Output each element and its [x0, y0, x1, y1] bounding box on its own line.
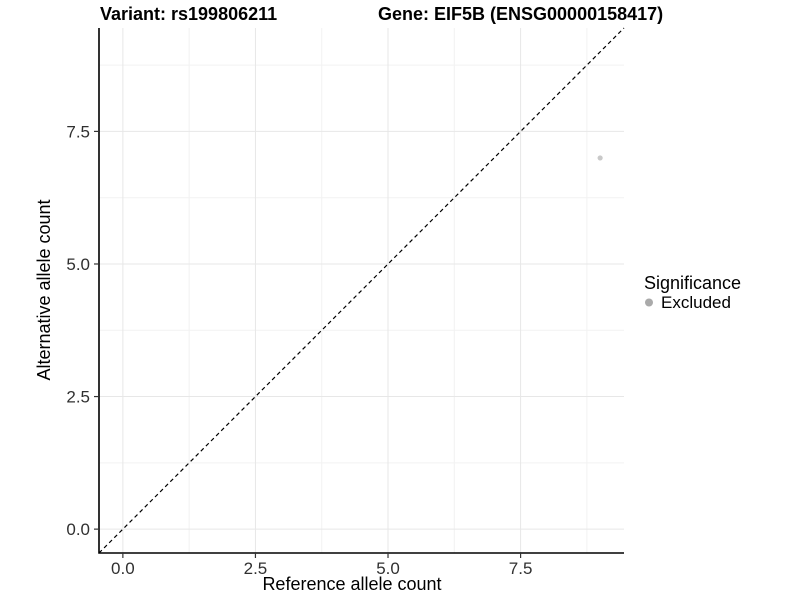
- tick-labels-layer: 0.0 2.5 5.0 7.5 0.0 2.5 5.0 7.5: [66, 122, 532, 578]
- x-tick-label: 5.0: [376, 559, 400, 578]
- identity-reference-line: [98, 27, 625, 554]
- legend-key-dot-icon: [645, 298, 653, 307]
- legend-title: Significance: [644, 273, 741, 293]
- data-point: [597, 155, 603, 161]
- plot-title-variant: Variant: rs199806211: [100, 4, 277, 24]
- x-tick-label: 0.0: [111, 559, 135, 578]
- y-tick-label: 5.0: [66, 255, 90, 274]
- axis-lines: [98, 28, 624, 554]
- tick-marks-layer: [94, 130, 522, 558]
- minor-gridlines: [99, 28, 624, 553]
- x-tick-label: 2.5: [244, 559, 268, 578]
- axis-lines-layer: [98, 28, 624, 554]
- plot-title-gene: Gene: EIF5B (ENSG00000158417): [378, 4, 663, 24]
- y-tick-label: 7.5: [66, 122, 90, 141]
- legend: Significance Excluded: [644, 273, 741, 312]
- legend-entry-label: Excluded: [661, 293, 731, 312]
- y-tick-label: 2.5: [66, 388, 90, 407]
- y-tick-label: 0.0: [66, 520, 90, 539]
- y-axis-label: Alternative allele count: [34, 199, 54, 380]
- x-tick-label: 7.5: [509, 559, 533, 578]
- major-gridlines: [99, 28, 624, 553]
- data-points-layer: [597, 155, 603, 161]
- x-axis-label: Reference allele count: [262, 574, 441, 594]
- identity-reference-line-layer: [98, 27, 625, 554]
